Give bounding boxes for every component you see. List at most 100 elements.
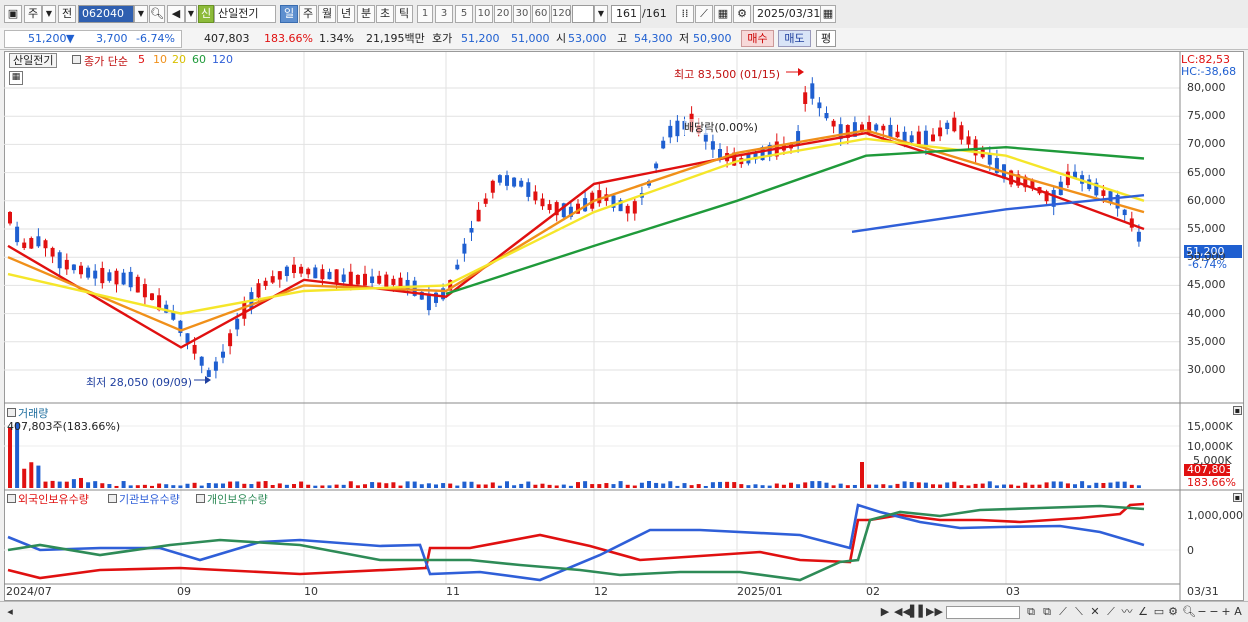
volume-bar [590, 484, 595, 488]
tab-year[interactable]: 년 [337, 5, 355, 23]
tab-month[interactable]: 월 [318, 5, 336, 23]
stock-tag[interactable]: 산일전기 [9, 53, 58, 68]
window-menu-icon[interactable]: ▣ [4, 5, 22, 23]
code-dropdown-icon[interactable]: ▼ [134, 5, 148, 23]
save-icon[interactable]: ▦ [714, 5, 732, 23]
candle-body [803, 92, 808, 104]
prev-button[interactable]: 전 [58, 5, 76, 23]
shape-tool-icon[interactable]: ▭ [1153, 605, 1165, 618]
interval-120-button[interactable]: 120 [551, 5, 571, 23]
legend-toggle-icon[interactable] [72, 55, 81, 64]
custom-interval-input[interactable] [572, 5, 594, 23]
zoom-search-icon[interactable]: 🔍︎ [1182, 605, 1196, 618]
calendar-icon[interactable]: ▦ [820, 5, 836, 23]
zoom-slider[interactable] [946, 606, 1020, 619]
angle-tool-icon[interactable]: ∠ [1138, 605, 1148, 618]
legend-individual-toggle-icon[interactable] [196, 494, 205, 503]
volume-bar [1037, 484, 1042, 488]
candle-body [533, 191, 538, 201]
low-price: 50,900 [693, 32, 732, 45]
play-icon[interactable]: ▶ [880, 605, 890, 618]
candle-body [8, 211, 12, 224]
holding-panel-close-icon[interactable]: ▪ [1233, 493, 1242, 502]
candle-body [568, 206, 573, 217]
ma-5-label: 5 [138, 53, 145, 66]
candle-body [1136, 231, 1141, 242]
candle-body [824, 113, 829, 119]
font-size-icon[interactable]: A [1234, 605, 1242, 618]
interval-3-button[interactable]: 3 [435, 5, 453, 23]
volume-bar [100, 483, 105, 488]
volume-bar [64, 481, 69, 488]
candle-body [15, 226, 20, 243]
interval-10-button[interactable]: 10 [475, 5, 493, 23]
period-dropdown-icon[interactable]: ▼ [42, 5, 56, 23]
layout-icon[interactable]: ⧉ [1043, 605, 1051, 618]
channel-tool-icon[interactable]: ⟋ [1107, 605, 1115, 618]
stock-name-field[interactable]: 산일전기 [214, 5, 276, 23]
tab-second[interactable]: 초 [376, 5, 394, 23]
gear-icon[interactable]: ⚙ [733, 5, 751, 23]
zoom-out-icon[interactable]: − [1197, 605, 1207, 618]
legend-institution-toggle-icon[interactable] [108, 494, 117, 503]
volume-bar [79, 477, 83, 488]
stock-code-input[interactable]: 062040 [78, 5, 134, 23]
institution-holding-line [7, 503, 1145, 582]
interval-60-button[interactable]: 60 [532, 5, 550, 23]
minus-icon[interactable]: − [1209, 605, 1219, 618]
pause-icon[interactable]: ▌▌ [910, 605, 927, 618]
line-tool-icon[interactable]: ⟋ [1059, 605, 1067, 618]
volume-bar [576, 482, 580, 488]
volume-panel-close-icon[interactable]: ▪ [1233, 406, 1242, 415]
candle-body [838, 124, 843, 140]
candle-body [753, 152, 758, 160]
volume-bar [959, 485, 964, 488]
volume-bar [448, 483, 453, 488]
cross-tool-icon[interactable]: ✕ [1090, 605, 1100, 618]
eval-button[interactable]: 평 [816, 30, 836, 47]
volume-bar [1087, 485, 1092, 488]
trend-icon[interactable]: ⟋ [695, 5, 713, 23]
tab-tick[interactable]: 틱 [395, 5, 413, 23]
date-input[interactable]: 2025/03/31 [753, 5, 821, 23]
speaker-dropdown-icon[interactable]: ▼ [185, 5, 197, 23]
rewind-icon[interactable]: ◀◀ [894, 605, 911, 618]
fibo-tool-icon[interactable]: ⟍ [1075, 605, 1083, 618]
copy-icon[interactable]: ⧉ [1027, 605, 1035, 618]
candle-body [852, 122, 857, 137]
tab-minute[interactable]: 분 [357, 5, 375, 23]
volume-bar [313, 485, 318, 488]
tab-day[interactable]: 일 [280, 5, 298, 23]
holding-panel-toggle-icon[interactable] [7, 494, 16, 503]
search-icon[interactable]: 🔍︎ [149, 5, 165, 23]
interval-30-button[interactable]: 30 [513, 5, 531, 23]
tab-week[interactable]: 주 [299, 5, 317, 23]
volume-bar [760, 485, 765, 488]
count-input[interactable]: 161 [611, 5, 641, 23]
volume-bar [490, 482, 495, 488]
grid-icon[interactable]: ⁞⁞ [676, 5, 694, 23]
volume-tick-10000k: 10,000K [1187, 440, 1233, 453]
interval-20-button[interactable]: 20 [494, 5, 512, 23]
candle-body [1108, 191, 1113, 204]
candle-body [206, 370, 211, 377]
zoom-in-icon[interactable]: + [1221, 605, 1231, 618]
volume-bar [121, 481, 126, 488]
interval-1-button[interactable]: 1 [417, 5, 433, 23]
table-view-icon[interactable]: ▦ [9, 71, 23, 85]
period-type-button[interactable]: 주 [24, 5, 42, 23]
volume-panel-toggle-icon[interactable] [7, 408, 16, 417]
scroll-left-icon[interactable]: ◂ [7, 605, 13, 618]
volume-bar [938, 484, 943, 488]
wave-tool-icon[interactable]: 〰 [1121, 605, 1133, 618]
settings-tool-icon[interactable]: ⚙ [1168, 605, 1178, 618]
buy-button[interactable]: 매수 [741, 30, 774, 47]
sell-button[interactable]: 매도 [778, 30, 811, 47]
candle-body [242, 301, 247, 319]
legend-individual: 개인보유수량 [207, 493, 268, 506]
speaker-icon[interactable]: ◀ [167, 5, 185, 23]
interval-5-button[interactable]: 5 [455, 5, 473, 23]
fast-forward-icon[interactable]: ▶▶ [926, 605, 943, 618]
interval-dropdown-icon[interactable]: ▼ [594, 5, 608, 23]
